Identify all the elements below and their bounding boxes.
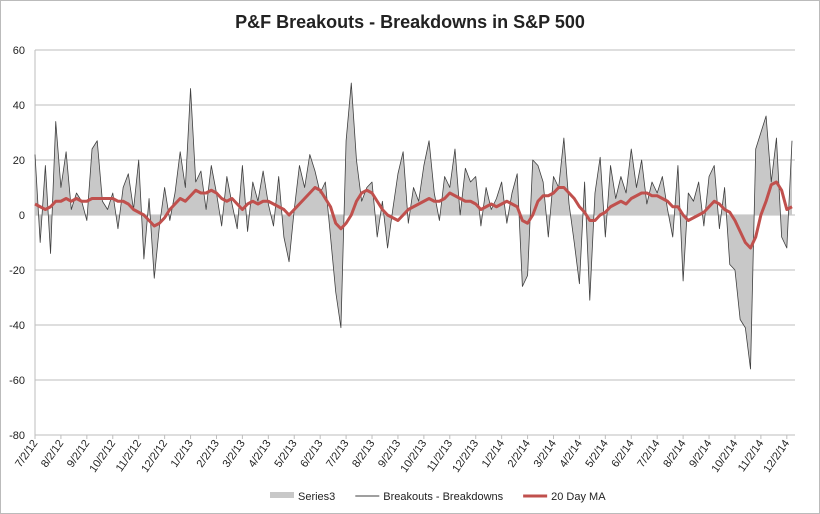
y-tick-label: 0 bbox=[19, 210, 25, 222]
y-tick-label: 40 bbox=[13, 100, 25, 112]
legend-label: Series3 bbox=[298, 491, 335, 503]
line bbox=[34, 82, 793, 370]
y-tick-label: -60 bbox=[9, 375, 25, 387]
y-tick-label: -80 bbox=[9, 430, 25, 442]
line bbox=[34, 180, 793, 250]
y-tick-label: 20 bbox=[13, 155, 25, 167]
y-tick-label: -40 bbox=[9, 320, 25, 332]
legend-label: Breakouts - Breakdowns bbox=[383, 491, 503, 503]
chart-title: P&F Breakouts - Breakdowns in S&P 500 bbox=[235, 12, 585, 32]
y-tick-label: -20 bbox=[9, 265, 25, 277]
legend-swatch bbox=[270, 492, 294, 498]
y-tick-label: 60 bbox=[13, 45, 25, 57]
legend-label: 20 Day MA bbox=[551, 491, 606, 503]
